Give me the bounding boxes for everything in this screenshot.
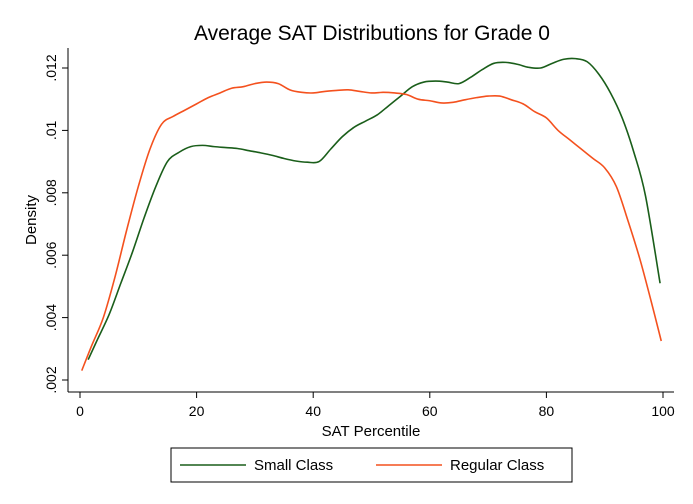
y-tick-label: .012 <box>43 54 59 81</box>
x-axis-title: SAT Percentile <box>322 423 421 440</box>
series-line-regular-class <box>81 81 663 371</box>
chart-title: Average SAT Distributions for Grade 0 <box>194 22 550 45</box>
legend-label-small-class: Small Class <box>254 457 333 474</box>
x-axis-ticks: 0 20 40 60 80 100 <box>76 392 675 419</box>
y-tick-label: .008 <box>43 179 59 206</box>
y-tick-label: .004 <box>43 304 59 331</box>
legend-label-regular-class: Regular Class <box>450 457 544 474</box>
x-tick-label: 40 <box>305 403 321 419</box>
y-tick-label: .002 <box>43 366 59 393</box>
x-tick-label: 20 <box>189 403 205 419</box>
y-tick-label: .01 <box>43 120 59 140</box>
x-tick-label: 0 <box>76 403 84 419</box>
x-tick-label: 100 <box>651 403 675 419</box>
series-line-small-class <box>87 57 661 361</box>
plot-frame <box>67 48 674 393</box>
x-tick-label: 80 <box>539 403 555 419</box>
y-axis-title: Density <box>23 194 40 245</box>
y-tick-label: .006 <box>43 241 59 268</box>
x-tick-label: 60 <box>422 403 438 419</box>
series-lines <box>81 57 663 371</box>
y-axis-ticks: .002 .004 .006 .008 .01 .012 <box>43 54 68 394</box>
legend: Small Class Regular Class <box>170 447 573 483</box>
